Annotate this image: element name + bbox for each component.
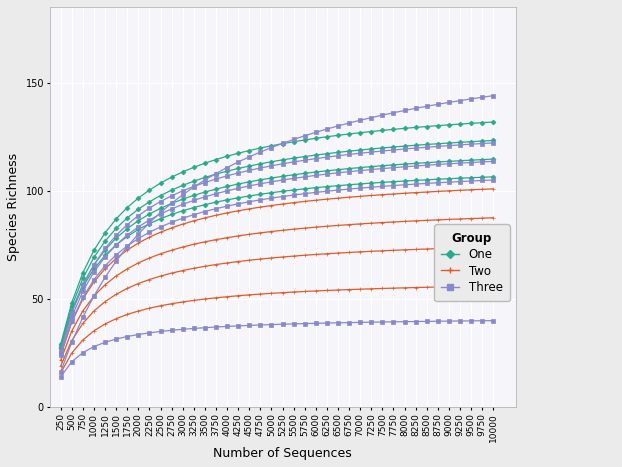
X-axis label: Number of Sequences: Number of Sequences [213, 447, 352, 460]
Legend: One, Two, Three: One, Two, Three [434, 225, 509, 301]
Y-axis label: Species Richness: Species Richness [7, 153, 20, 261]
